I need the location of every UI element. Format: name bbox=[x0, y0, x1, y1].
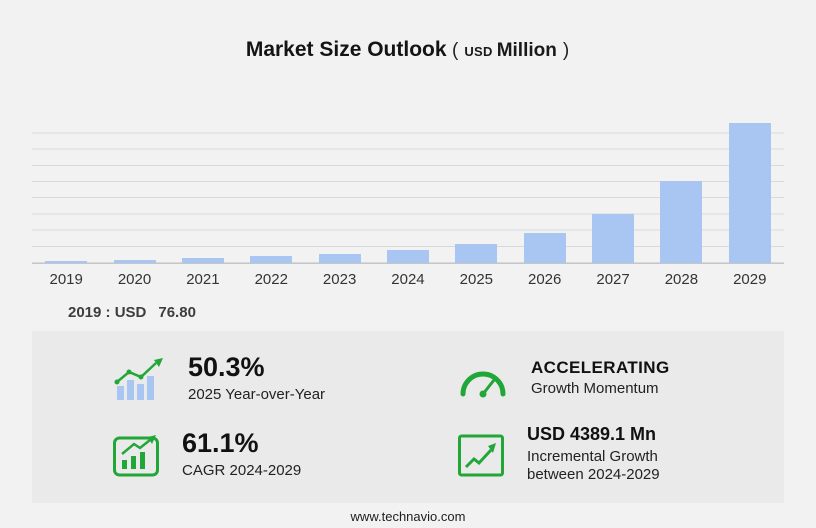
bar-slot-2028 bbox=[647, 118, 715, 263]
baseline-value-2019: 2019 : USD 76.80 bbox=[68, 304, 816, 321]
yoy-value: 50.3% bbox=[188, 352, 265, 383]
bar-slot-2029 bbox=[716, 118, 784, 263]
cagr-text: 61.1% CAGR 2024-2029 bbox=[182, 429, 301, 480]
bar-slot-2019 bbox=[32, 118, 100, 263]
bar-2019 bbox=[45, 260, 88, 263]
x-axis-label-2027: 2027 bbox=[596, 271, 630, 288]
x-axis-label-2025: 2025 bbox=[459, 271, 494, 288]
x-axis-label-2029: 2029 bbox=[733, 271, 767, 288]
incremental-text: USD 4389.1 Mn Incremental Growth between… bbox=[527, 423, 660, 486]
bar-2029 bbox=[728, 122, 771, 263]
bar-slot-2024 bbox=[374, 118, 442, 263]
x-axis-label-2021: 2021 bbox=[186, 271, 220, 288]
bar-slot-2025 bbox=[442, 118, 510, 263]
momentum-text: ACCELERATING Growth Momentum bbox=[531, 357, 670, 399]
bar-2027 bbox=[592, 214, 635, 263]
title-paren-close: ) bbox=[562, 40, 570, 61]
stats-panel: 50.3% 2025 Year-over-Year ACCELERATING G… bbox=[32, 331, 784, 503]
incremental-label-line1: Incremental Growth bbox=[527, 447, 658, 465]
yoy-text: 50.3% 2025 Year-over-Year bbox=[188, 353, 325, 404]
x-axis-label-2028: 2028 bbox=[664, 271, 699, 288]
stat-momentum: ACCELERATING Growth Momentum bbox=[457, 357, 768, 401]
title-unit: Million bbox=[496, 40, 557, 61]
momentum-value: ACCELERATING bbox=[531, 357, 670, 377]
title-paren-open: ( bbox=[452, 40, 459, 61]
bar-2021 bbox=[181, 258, 224, 263]
momentum-label: Growth Momentum bbox=[531, 380, 659, 398]
bar-slot-2026 bbox=[511, 118, 579, 263]
x-axis-label-2023: 2023 bbox=[322, 271, 357, 288]
x-axis-labels: 2019 2020 2021 2022 2023 2024 2025 2026 2027 2028… bbox=[32, 271, 784, 288]
page-title: Market Size Outlook ( USD Million) bbox=[0, 0, 816, 62]
x-axis-label-2020: 2020 bbox=[117, 271, 152, 288]
stat-cagr: 61.1% CAGR 2024-2029 bbox=[112, 429, 457, 480]
bar-2022 bbox=[250, 256, 293, 263]
title-main: Market Size Outlook bbox=[245, 38, 447, 61]
bar-slot-2020 bbox=[100, 118, 168, 263]
stat-yoy: 50.3% 2025 Year-over-Year bbox=[112, 353, 457, 404]
incremental-label: Incremental Growth between 2024-2029 bbox=[527, 448, 660, 486]
cagr-chart-icon bbox=[113, 435, 159, 477]
incremental-value: USD 4389.1 Mn bbox=[527, 423, 657, 444]
cagr-value: 61.1% bbox=[182, 428, 259, 459]
stat-incremental: USD 4389.1 Mn Incremental Growth between… bbox=[457, 423, 768, 486]
x-axis-label-2024: 2024 bbox=[391, 271, 425, 288]
x-axis-label-2019: 2019 bbox=[49, 271, 83, 288]
title-currency: USD bbox=[464, 44, 493, 59]
website-url: www.technavio.com bbox=[350, 509, 466, 524]
bar-2020 bbox=[113, 259, 156, 263]
bar-2026 bbox=[523, 232, 566, 263]
bar-slot-2027 bbox=[579, 118, 647, 263]
gauge-icon bbox=[460, 371, 506, 398]
cagr-label: CAGR 2024-2029 bbox=[182, 461, 302, 479]
baseline-value: 76.80 bbox=[158, 304, 196, 321]
bar-slot-2023 bbox=[305, 118, 373, 263]
x-axis-label-2022: 2022 bbox=[254, 271, 288, 288]
incremental-growth-icon bbox=[458, 434, 504, 477]
yoy-bar-chart-icon bbox=[114, 358, 163, 400]
bar-2028 bbox=[660, 180, 703, 263]
bar-2025 bbox=[455, 243, 498, 263]
x-axis-label-2026: 2026 bbox=[528, 271, 562, 288]
baseline-prefix: 2019 : USD bbox=[68, 304, 147, 321]
bar-slot-2021 bbox=[169, 118, 237, 263]
bar-2024 bbox=[386, 250, 429, 263]
bar-2023 bbox=[318, 253, 361, 263]
bar-slot-2022 bbox=[237, 118, 305, 263]
market-size-chart: 2019 2020 2021 2022 2023 2024 2025 2026 2027 2028… bbox=[32, 118, 784, 288]
yoy-label: 2025 Year-over-Year bbox=[188, 385, 326, 403]
incremental-label-line2: between 2024-2029 bbox=[527, 466, 660, 484]
chart-plot-area bbox=[32, 118, 784, 264]
